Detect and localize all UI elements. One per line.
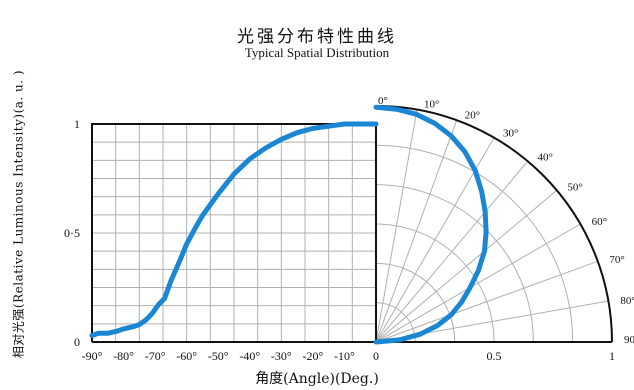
x-tick-label: -40°	[239, 349, 260, 363]
polar-angle-label: 70°	[609, 254, 624, 266]
cartesian-frame	[91, 123, 377, 342]
polar-angle-label: 10°	[424, 99, 439, 111]
polar-angle-label: 90°	[624, 334, 634, 346]
cartesian-grid	[92, 124, 376, 342]
polar-angle-label: 50°	[567, 181, 582, 193]
polar-arc	[375, 223, 495, 343]
x-tick-label: -80°	[113, 349, 134, 363]
polar-angle-label: 20°	[465, 110, 480, 122]
x-axis-label: 角度(Angle)(Deg.)	[255, 371, 379, 387]
axes	[91, 105, 613, 343]
polar-radius-label: 0.5	[487, 349, 502, 363]
polar-angle-label: 40°	[538, 152, 553, 164]
x-tick-label: -30°	[271, 349, 292, 363]
polar-angle-label: 0°	[378, 95, 388, 107]
y-axis-label: 相对光强(Relative Luminous Intensity)(a. u. …	[11, 69, 26, 359]
polar-angle-label: 80°	[620, 295, 634, 307]
x-tick-label: 0	[373, 349, 379, 363]
x-tick-label: -60°	[176, 349, 197, 363]
y-tick-label: 0	[74, 335, 80, 349]
data-curves	[89, 104, 489, 345]
chart-title: 光强分布特性曲线	[237, 27, 397, 47]
series-line-polar	[373, 104, 489, 345]
x-tick-label: -70°	[145, 349, 166, 363]
polar-radius-label: 1	[609, 349, 615, 363]
polar-angle-label: 60°	[592, 216, 607, 228]
series-line-cartesian	[89, 121, 379, 338]
polar-angle-label: 30°	[503, 127, 518, 139]
x-tick-label: -90°	[82, 349, 103, 363]
chart-subtitle: Typical Spatial Distribution	[244, 45, 390, 60]
polar-arc	[375, 144, 574, 343]
tick-labels: 0 0·5 1 -90° -80° -70° -60° -50° -40° -30° -20° -10…	[64, 95, 634, 363]
x-tick-label: -50°	[208, 349, 229, 363]
polar-outer-arc	[375, 105, 613, 343]
polar-grid	[375, 109, 609, 343]
polar-arc	[375, 262, 456, 343]
y-tick-label: 1	[74, 117, 80, 131]
x-tick-label: -20°	[302, 349, 323, 363]
y-tick-label: 0·5	[64, 226, 80, 240]
x-tick-label: -10°	[334, 349, 355, 363]
